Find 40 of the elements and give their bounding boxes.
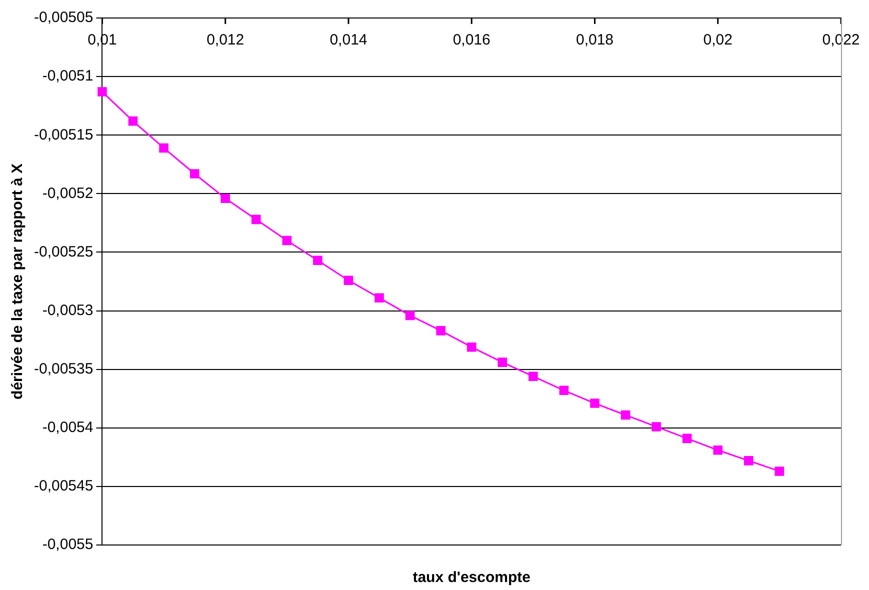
point: [374, 293, 384, 303]
y-tick-label: -0,0055: [42, 536, 94, 554]
point: [220, 194, 230, 203]
point: [466, 342, 476, 352]
x-tick-label: 0,014: [330, 32, 368, 49]
x-tick-label: 0,018: [576, 32, 614, 49]
y-tick-label: -0,0054: [42, 419, 94, 436]
x-tick-label: 0,012: [206, 32, 244, 49]
y-tick-label: -0,00505: [34, 9, 94, 26]
y-tick-label: -0,00525: [34, 243, 94, 260]
y-tick-label: -0,0053: [42, 302, 94, 319]
point: [713, 446, 723, 455]
point: [652, 422, 661, 432]
point: [313, 256, 322, 266]
y-tick-label: -0,00545: [34, 478, 94, 495]
x-tick-label: 0,016: [452, 32, 490, 49]
point: [620, 410, 630, 420]
point: [590, 398, 600, 408]
point: [528, 372, 538, 381]
point: [774, 466, 784, 476]
x-axis-title: taux d'escompte: [412, 569, 530, 586]
point: [405, 310, 415, 320]
point: [282, 236, 292, 246]
point: [190, 169, 200, 178]
point: [744, 456, 754, 466]
point: [682, 434, 692, 444]
y-tick-label: -0,00515: [34, 126, 94, 144]
x-tick-label: 0,02: [703, 32, 732, 49]
point: [98, 87, 107, 96]
y-tick-label: -0,0051: [42, 68, 94, 85]
point: [344, 276, 354, 285]
point: [251, 214, 261, 224]
y-tick-label: -0,0052: [42, 184, 94, 202]
point: [559, 386, 569, 396]
point: [436, 326, 446, 336]
point: [159, 143, 168, 153]
y-tick-label: -0,00535: [34, 360, 94, 378]
point: [498, 358, 508, 367]
y-axis-title: dérivée de la taxe par rapport à X: [9, 164, 26, 400]
point: [128, 116, 138, 126]
